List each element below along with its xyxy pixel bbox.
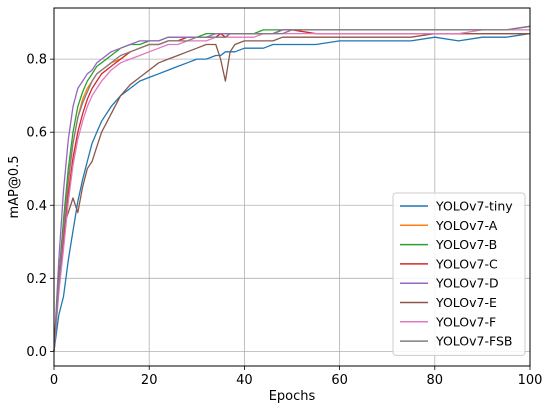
y-tick-label: 0.2 bbox=[26, 272, 47, 287]
series-line-yolov7-tiny bbox=[53, 32, 531, 352]
y-tick-label: 0.4 bbox=[26, 199, 47, 214]
legend-entry-label: YOLOv7-B bbox=[435, 237, 497, 252]
legend-entry-label: YOLOv7-E bbox=[435, 295, 497, 310]
legend-entry-label: YOLOv7-D bbox=[435, 276, 499, 291]
x-tick-label: 80 bbox=[427, 373, 444, 388]
legend-entry-label: YOLOv7-C bbox=[435, 256, 498, 271]
x-tick-label: 100 bbox=[518, 373, 543, 388]
y-tick-label: 0.8 bbox=[26, 53, 47, 68]
y-axis-label: mAP@0.5 bbox=[7, 155, 22, 218]
legend: YOLOv7-tiny YOLOv7-A YOLOv7-B YOLOv7-C YOLOv… bbox=[392, 192, 526, 356]
y-tick-label: 0.6 bbox=[26, 126, 47, 141]
x-tick-label: 0 bbox=[50, 373, 58, 388]
series-line-yolov7-f bbox=[53, 29, 530, 352]
legend-box bbox=[392, 192, 526, 356]
x-tick-label: 20 bbox=[141, 373, 158, 388]
legend-entry-label: YOLOv7-FSB bbox=[435, 334, 513, 349]
legend-entry-label: YOLOv7-F bbox=[435, 314, 496, 329]
axis-ticks: 0 20 40 60 80 100 0.0 0.2 0.4 0.6 0.8 bbox=[26, 53, 542, 388]
legend-entry-label: YOLOv7-A bbox=[435, 218, 498, 233]
legend-entry-label: YOLOv7-tiny bbox=[435, 199, 513, 214]
series-line-yolov7-fsb bbox=[53, 25, 531, 352]
plot-frame bbox=[53, 7, 531, 367]
x-tick-label: 40 bbox=[236, 373, 253, 388]
series-lines bbox=[53, 25, 531, 352]
x-axis-label: Epochs bbox=[269, 389, 316, 404]
y-tick-label: 0.0 bbox=[26, 345, 47, 360]
series-line-yolov7-e bbox=[53, 32, 530, 352]
x-tick-label: 60 bbox=[331, 373, 348, 388]
